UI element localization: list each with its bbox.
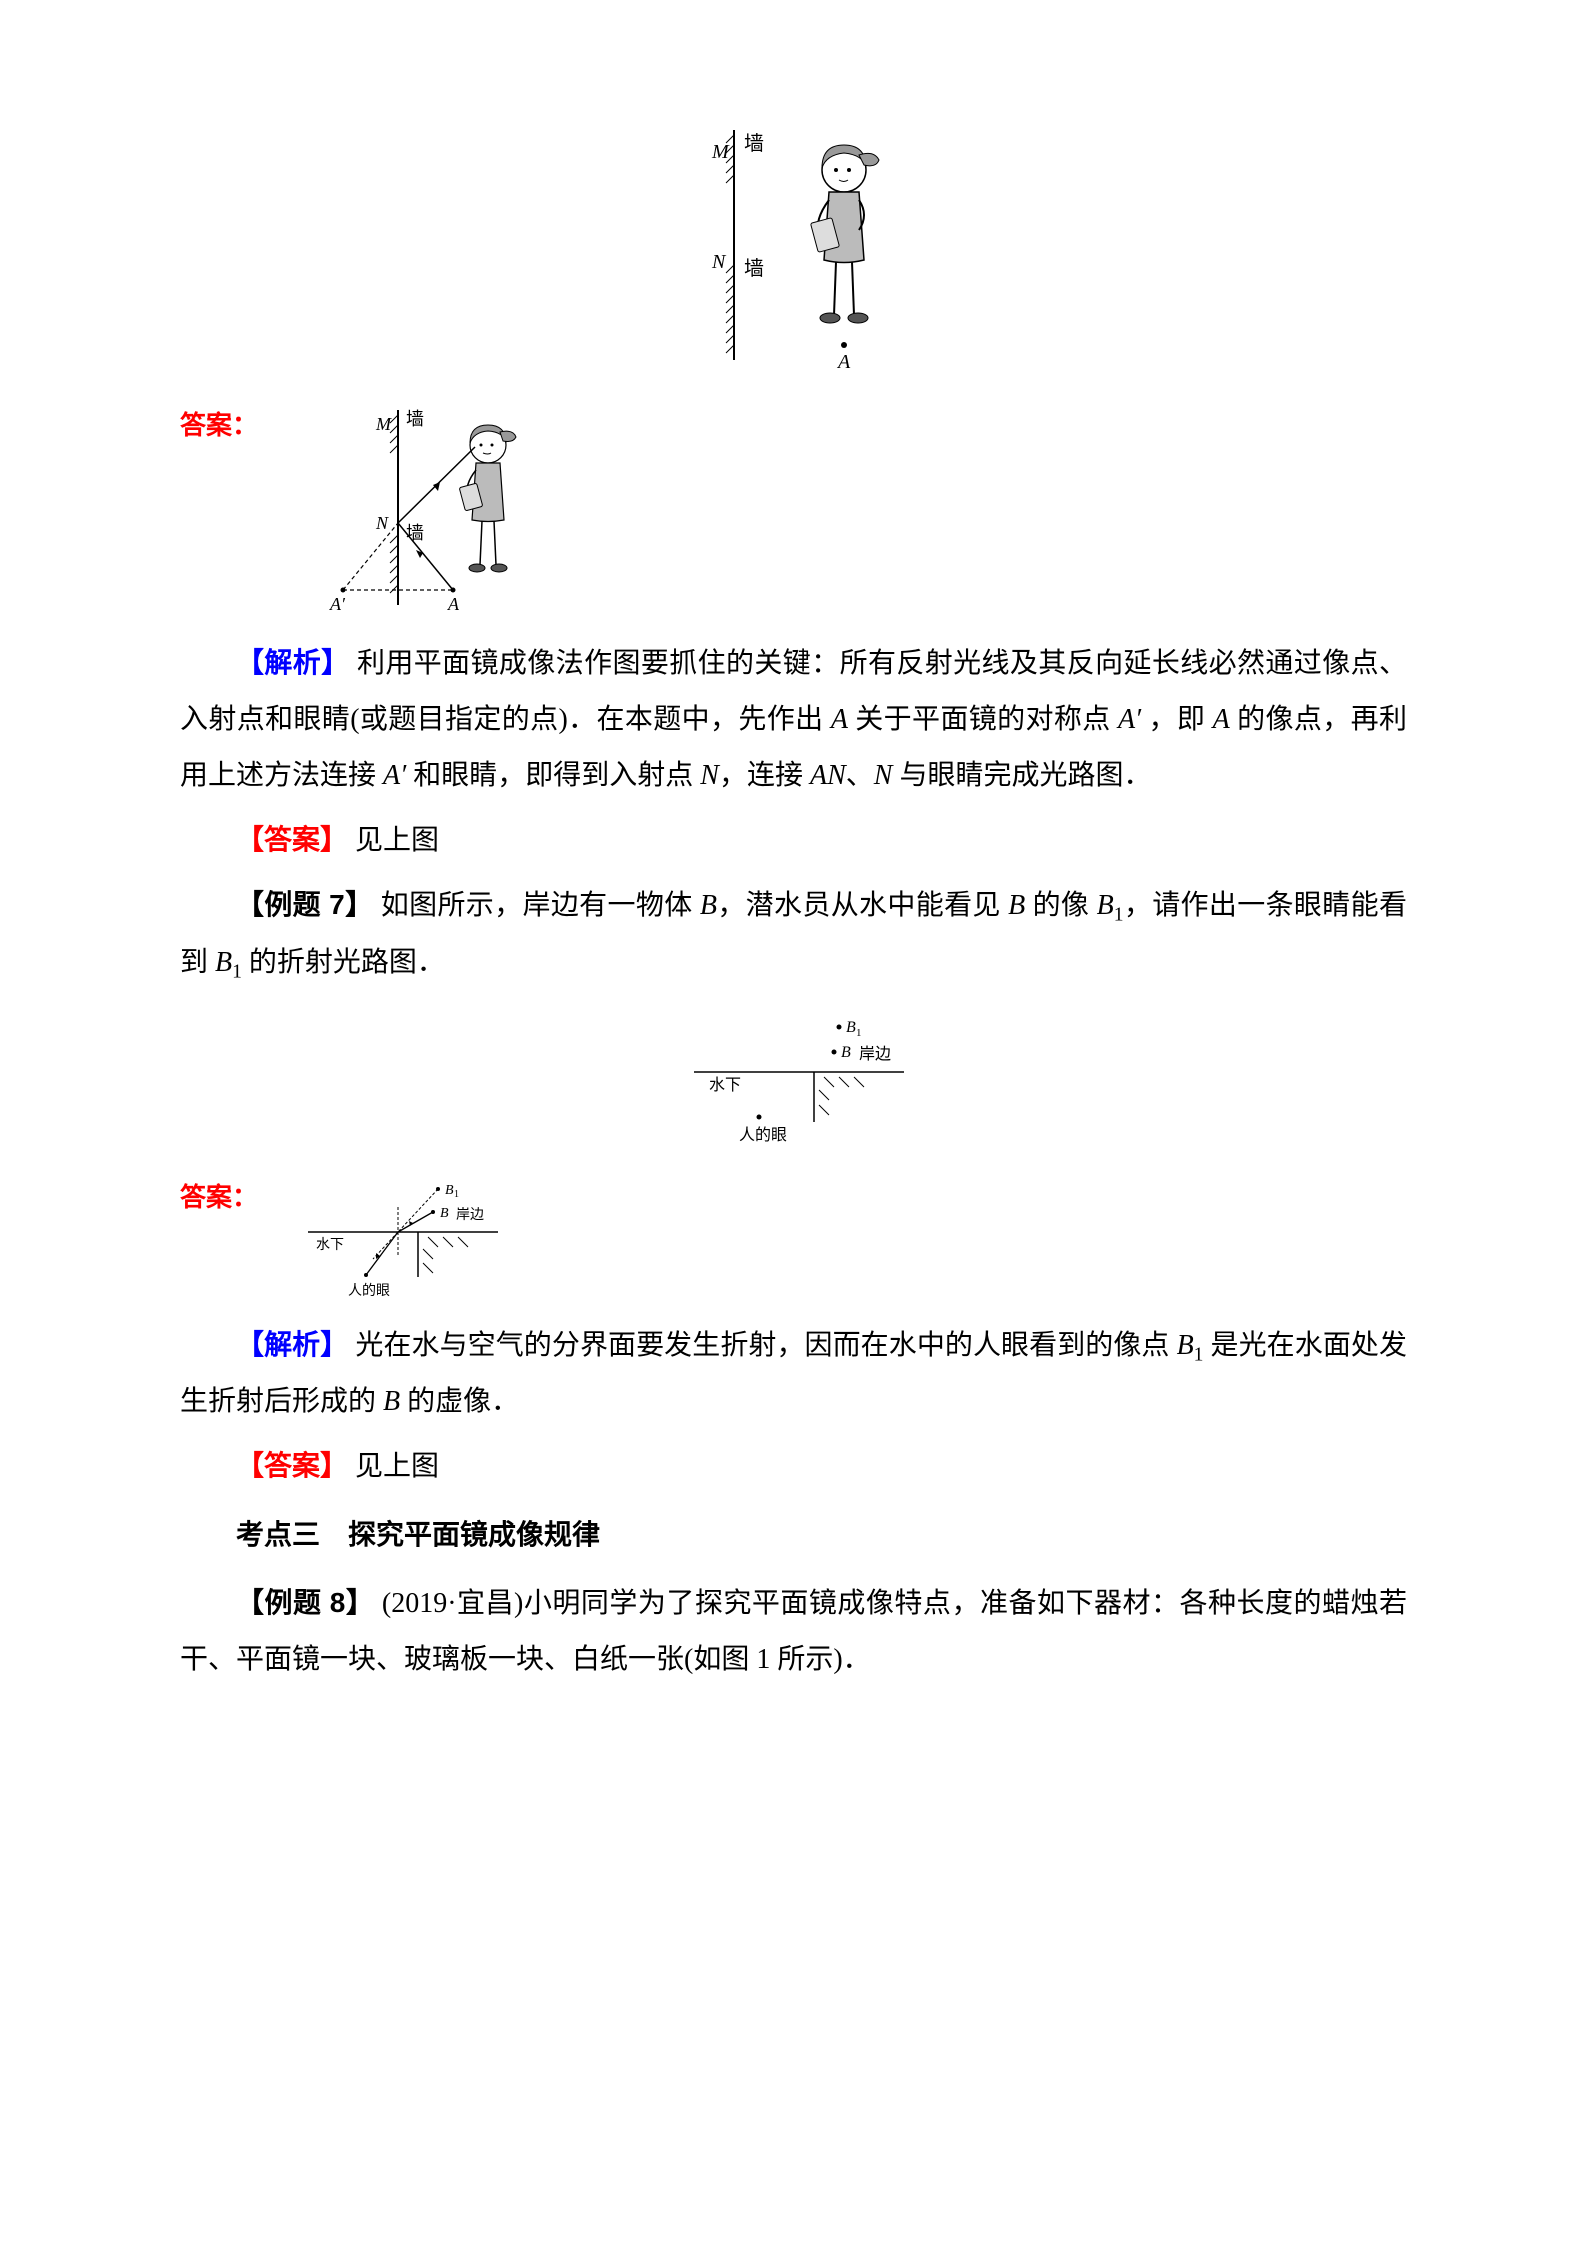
fig2-svg: M 墙 N 墙 A A′ [278,405,558,625]
fig1-wall-bottom: 墙 [744,257,764,280]
analysis-2-text: 光在水与空气的分界面要发生折射，因而在水中的人眼看到的像点 B1 是光在水面处发… [180,1330,1407,1418]
example-7-bracket: 【例题 7】 [236,889,373,920]
fig4-B1sub: 1 [454,1189,459,1200]
fig3-eye: 人的眼 [739,1126,787,1144]
fig2-label-M: M [375,414,392,434]
analysis-1: 【解析】 利用平面镜成像法作图要抓住的关键：所有反射光线及其反向延长线必然通过像… [180,635,1407,804]
section-3-title: 考点三 探究平面镜成像规律 [180,1507,1407,1563]
fig4-svg: B 1 B 岸边 水下 人的眼 [278,1177,528,1307]
fig1-girl [810,145,879,323]
fig3-svg: B 1 B 岸边 水下 人的眼 [654,1012,934,1152]
fig2-label-N: N [375,513,389,533]
fig3-B1sub: 1 [856,1027,862,1039]
answer-1-row: 答案： M 墙 N 墙 [180,405,1407,625]
answer-2-row: 答案： B 1 B 岸边 水下 人的眼 [180,1177,1407,1307]
fig4-shore: 岸边 [456,1207,484,1223]
example-8: 【例题 8】 (2019·宜昌)小明同学为了探究平面镜成像特点，准备如下器材：各… [180,1575,1407,1688]
fig4-B1: B [445,1183,454,1198]
analysis-2: 【解析】 光在水与空气的分界面要发生折射，因而在水中的人眼看到的像点 B1 是光… [180,1317,1407,1431]
fig3-underwater: 水下 [709,1076,741,1094]
fig2-girl [459,425,516,572]
fig3-B1: B [846,1019,856,1036]
answer-1-text: 见上图 [355,825,439,856]
fig2-label-Aprime: A′ [329,594,346,614]
fig4-eye: 人的眼 [348,1283,390,1299]
answer-label-1: 答案： [180,405,258,442]
fig3-shore: 岸边 [859,1045,891,1063]
example-7: 【例题 7】 如图所示，岸边有一物体 B，潜水员从水中能看见 B 的像 B1，请… [180,877,1407,992]
fig2-wall-top: 墙 [406,409,424,429]
analysis-2-bracket: 【解析】 [236,1329,348,1360]
fig2-wall-bottom: 墙 [406,523,424,543]
answer-label-2: 答案： [180,1177,258,1214]
fig4-underwater: 水下 [316,1237,344,1253]
analysis-1-text: 利用平面镜成像法作图要抓住的关键：所有反射光线及其反向延长线必然通过像点、入射点… [180,648,1407,791]
analysis-1-bracket: 【解析】 [236,647,350,678]
fig1-label-A: A [836,351,851,373]
fig2-label-A: A [447,594,460,614]
fig1-label-N: N [711,251,727,273]
answer-2-bracket: 【答案】 [236,1450,348,1481]
fig1-wall-top: 墙 [744,132,764,155]
figure-3-refraction: B 1 B 岸边 水下 人的眼 [180,1012,1407,1157]
answer-1-bracket: 【答案】 [236,824,348,855]
figure-1-mirror-girl: M 墙 N 墙 [180,120,1407,385]
answer-text-1: 【答案】 见上图 [180,812,1407,869]
fig3-B: B [841,1044,851,1061]
example-8-bracket: 【例题 8】 [236,1587,374,1618]
fig1-svg: M 墙 N 墙 [664,120,924,380]
answer-2-text: 见上图 [355,1451,439,1482]
answer-text-2: 【答案】 见上图 [180,1438,1407,1495]
fig1-label-M: M [711,141,730,163]
fig4-B: B [440,1206,449,1221]
